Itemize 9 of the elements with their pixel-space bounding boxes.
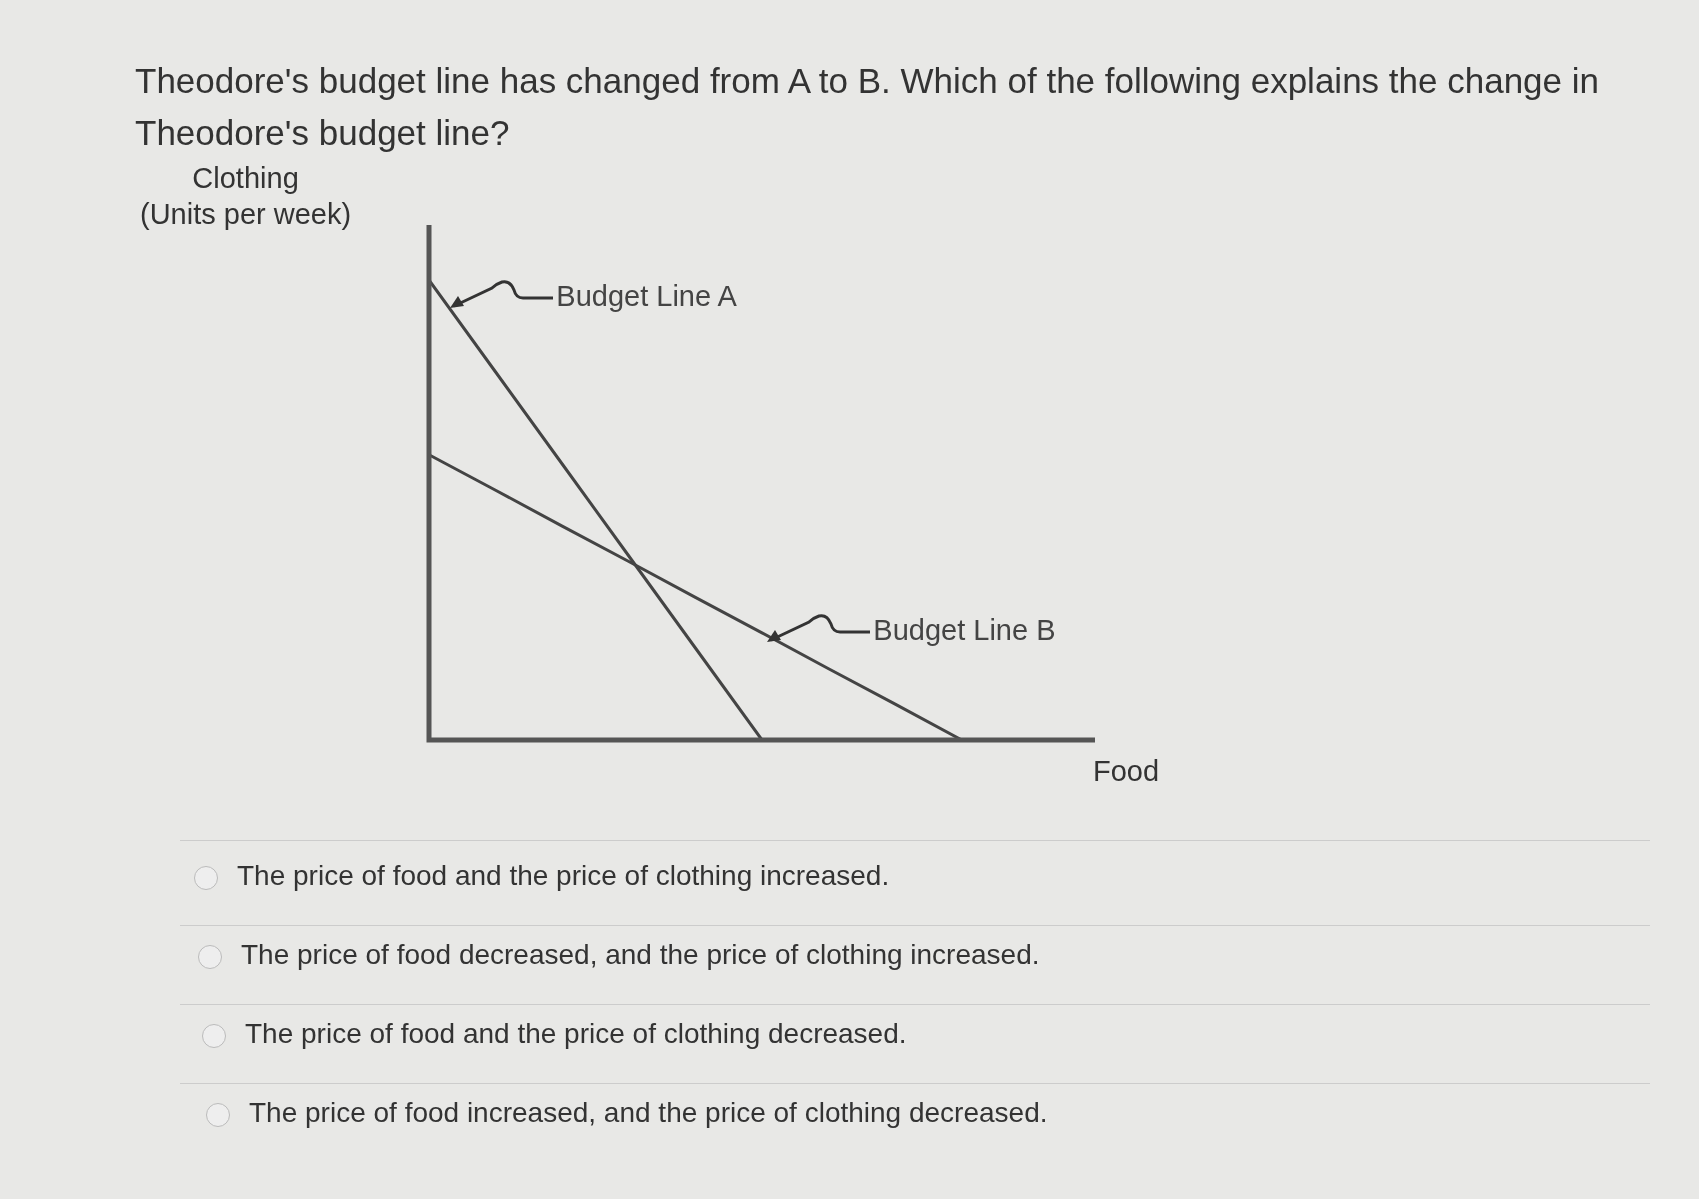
y-axis-title: Clothing (Units per week) [140, 161, 352, 232]
text: Budget Line A [556, 280, 737, 314]
text: The price of food and the price of clothing increased. [237, 860, 890, 892]
series-label: Budget Line B [873, 613, 1056, 647]
x-axis-title: Food [1093, 755, 1160, 788]
text: The price of food and the price of clothing decreased. [245, 1018, 907, 1050]
chart-title: Theodore's budget line has changed from A to B. Which of the following explains the change in Theodore's budget line? [135, 60, 1600, 154]
text: The price of food decreased, and the price of clothing increased. [241, 939, 1040, 971]
text: The price of food increased, and the price of clothing decreased. [249, 1097, 1048, 1129]
